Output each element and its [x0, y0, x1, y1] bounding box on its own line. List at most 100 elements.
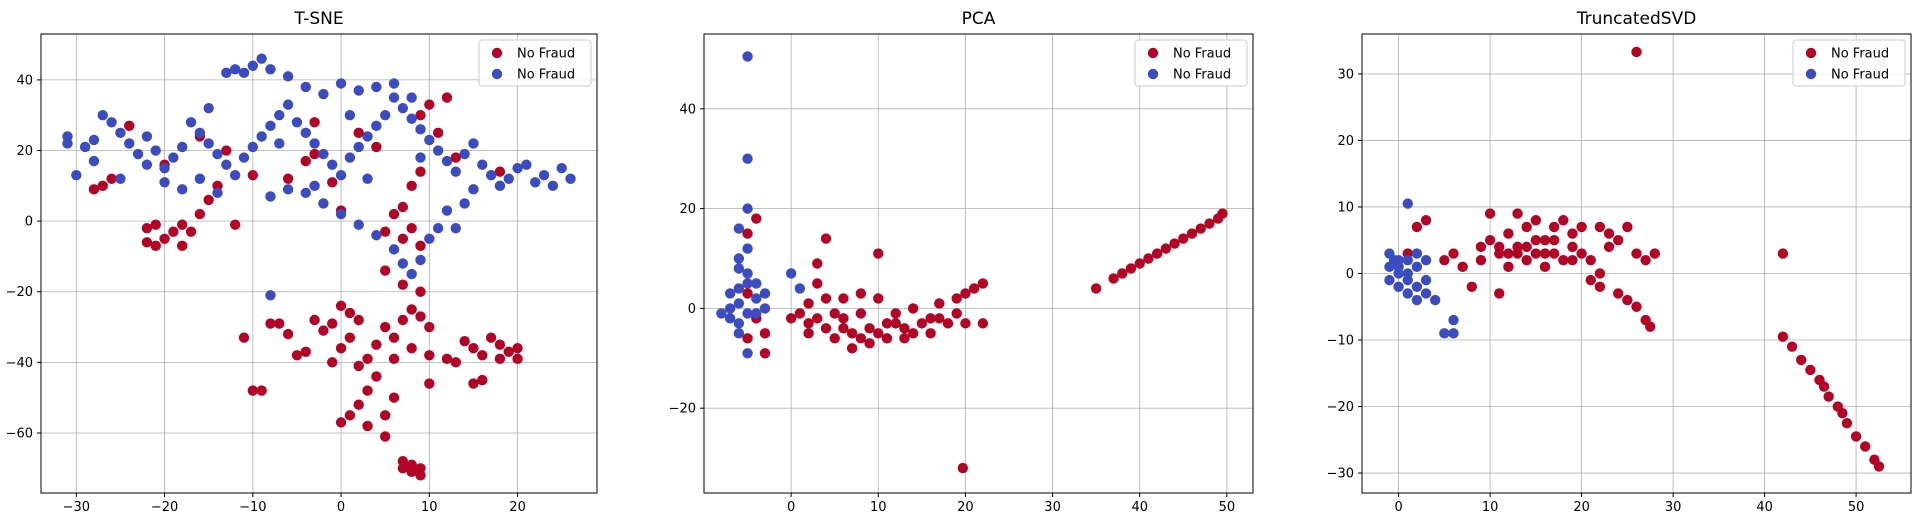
data-point [838, 323, 849, 334]
x-tick-label: 10 [1482, 500, 1499, 515]
data-point [309, 314, 320, 326]
data-point [1204, 218, 1215, 229]
data-point [424, 233, 435, 244]
data-point [820, 323, 832, 334]
data-point [309, 148, 320, 160]
data-point [371, 81, 382, 93]
data-point [1134, 258, 1145, 269]
data-point [221, 159, 232, 170]
data-point [450, 166, 461, 177]
data-point [968, 283, 980, 294]
data-point [344, 410, 356, 421]
data-point [1217, 208, 1228, 219]
data-point [1484, 235, 1496, 246]
data-point [855, 308, 867, 319]
data-point [864, 338, 875, 349]
data-point [1484, 208, 1496, 219]
data-point [742, 308, 753, 319]
data-point [309, 180, 320, 192]
data-point [371, 339, 382, 350]
data-point [1613, 235, 1624, 246]
data-point [459, 335, 470, 347]
data-point [1603, 228, 1615, 239]
data-point [265, 64, 276, 75]
data-point [397, 102, 409, 114]
data-point [1393, 261, 1404, 273]
data-point [1539, 235, 1551, 246]
data-point [177, 240, 188, 252]
data-point [742, 51, 753, 62]
data-point [1805, 364, 1816, 376]
data-point [265, 290, 276, 301]
y-tick-label: 0 [25, 215, 33, 230]
data-point [309, 117, 320, 128]
data-point [742, 348, 753, 359]
data-point [785, 313, 797, 324]
data-point [1143, 253, 1154, 264]
data-point [335, 343, 347, 354]
series-2 [1384, 198, 1459, 339]
legend-marker [1805, 47, 1817, 59]
data-point [159, 233, 170, 244]
data-point [441, 92, 453, 103]
chart-panel-3: 0 10 20 30 40 50 −30 −20 −10 0 10 20 30 TruncatedSVD N… [1327, 9, 1912, 515]
data-point [203, 138, 214, 149]
data-point [141, 237, 153, 248]
data-point [485, 332, 497, 343]
data-point [335, 78, 347, 89]
data-point [521, 159, 532, 170]
data-point [379, 110, 391, 121]
data-point [432, 127, 444, 139]
data-point [247, 385, 259, 396]
data-point [415, 166, 426, 177]
data-point [406, 304, 417, 315]
data-point [141, 159, 153, 170]
data-point [977, 318, 989, 329]
legend-marker [491, 68, 503, 80]
data-point [238, 152, 250, 163]
legend-label: No Fraud [517, 68, 575, 83]
data-point [424, 99, 435, 110]
data-point [256, 385, 267, 396]
data-point [362, 420, 373, 432]
data-point [88, 134, 100, 146]
data-point [873, 248, 884, 259]
data-point [124, 120, 135, 131]
data-point [716, 308, 727, 319]
data-point [1411, 248, 1423, 259]
y-tick-label: 0 [688, 302, 696, 317]
data-point [751, 278, 762, 289]
data-point [106, 117, 117, 128]
data-point [751, 213, 762, 224]
data-point [512, 343, 523, 354]
x-tick-label: 30 [1665, 500, 1682, 515]
data-point [71, 170, 82, 181]
data-point [794, 283, 806, 294]
data-point [1494, 241, 1505, 253]
data-point [247, 141, 259, 153]
data-point [379, 431, 391, 442]
data-point [362, 173, 373, 184]
data-point [1530, 215, 1542, 226]
data-point [362, 131, 373, 142]
data-point [1439, 328, 1450, 339]
data-point [890, 318, 901, 329]
data-point [1420, 274, 1432, 286]
data-point [282, 99, 294, 110]
x-tick-label: 20 [957, 500, 974, 515]
data-point [441, 155, 453, 167]
data-point [899, 333, 910, 344]
data-point [1475, 241, 1487, 253]
data-point [415, 152, 426, 163]
y-tick-label: −40 [6, 356, 33, 371]
y-tick-label: 20 [1337, 134, 1354, 149]
x-tick-label: −10 [239, 500, 266, 515]
data-point [881, 333, 893, 344]
data-point [371, 230, 382, 241]
x-tick-label: 20 [1573, 500, 1590, 515]
data-point [265, 191, 276, 202]
data-point [1530, 248, 1542, 259]
legend-marker [491, 47, 503, 59]
data-point [318, 88, 329, 100]
data-point [1837, 407, 1848, 419]
